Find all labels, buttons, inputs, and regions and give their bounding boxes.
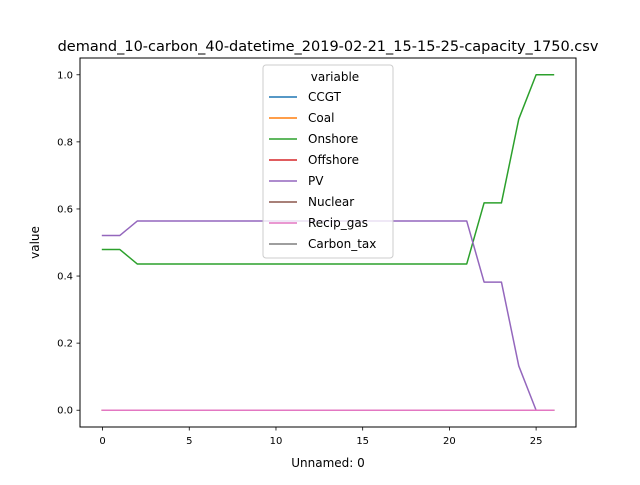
x-axis-ticks: 0 5 10 15 20 25 <box>99 427 542 447</box>
y-tick-label: 0.4 <box>57 272 73 283</box>
series-line-onshore <box>101 74 555 265</box>
x-tick-label: 0 <box>99 436 105 447</box>
y-axis-label: value <box>28 226 42 259</box>
y-axis-ticks: 0.0 0.2 0.4 0.6 0.8 1.0 <box>57 70 80 417</box>
plot-lines <box>101 74 555 411</box>
y-tick-label: 0.0 <box>57 406 73 417</box>
legend-label-coal: Coal <box>308 111 334 125</box>
x-tick-label: 25 <box>530 436 543 447</box>
legend-label-nuclear: Nuclear <box>308 195 354 209</box>
y-tick-label: 0.6 <box>57 204 73 215</box>
legend: variable CCGT Coal Onshore Offshore PV Nuclea… <box>262 64 394 259</box>
legend-label-offshore: Offshore <box>308 153 359 167</box>
legend-title: variable <box>311 70 359 84</box>
x-axis-label: Unnamed: 0 <box>291 456 365 470</box>
plot-frame <box>79 57 577 428</box>
legend-label-pv: PV <box>308 174 324 188</box>
x-tick-label: 20 <box>443 436 456 447</box>
x-tick-label: 10 <box>270 436 283 447</box>
chart-title: demand_10-carbon_40-datetime_2019-02-21_… <box>58 39 599 55</box>
legend-label-ccgt: CCGT <box>308 90 342 104</box>
legend-items: CCGT Coal Onshore Offshore PV Nuclear Recip_ga… <box>269 90 376 251</box>
x-tick-label: 15 <box>356 436 369 447</box>
y-tick-label: 0.8 <box>57 137 73 148</box>
legend-label-onshore: Onshore <box>308 132 358 146</box>
legend-label-recip-gas: Recip_gas <box>308 216 368 230</box>
y-tick-label: 0.2 <box>57 339 73 350</box>
x-tick-label: 5 <box>186 436 192 447</box>
legend-box <box>262 64 394 259</box>
y-tick-label: 1.0 <box>57 70 73 81</box>
legend-label-carbon-tax: Carbon_tax <box>308 237 376 251</box>
